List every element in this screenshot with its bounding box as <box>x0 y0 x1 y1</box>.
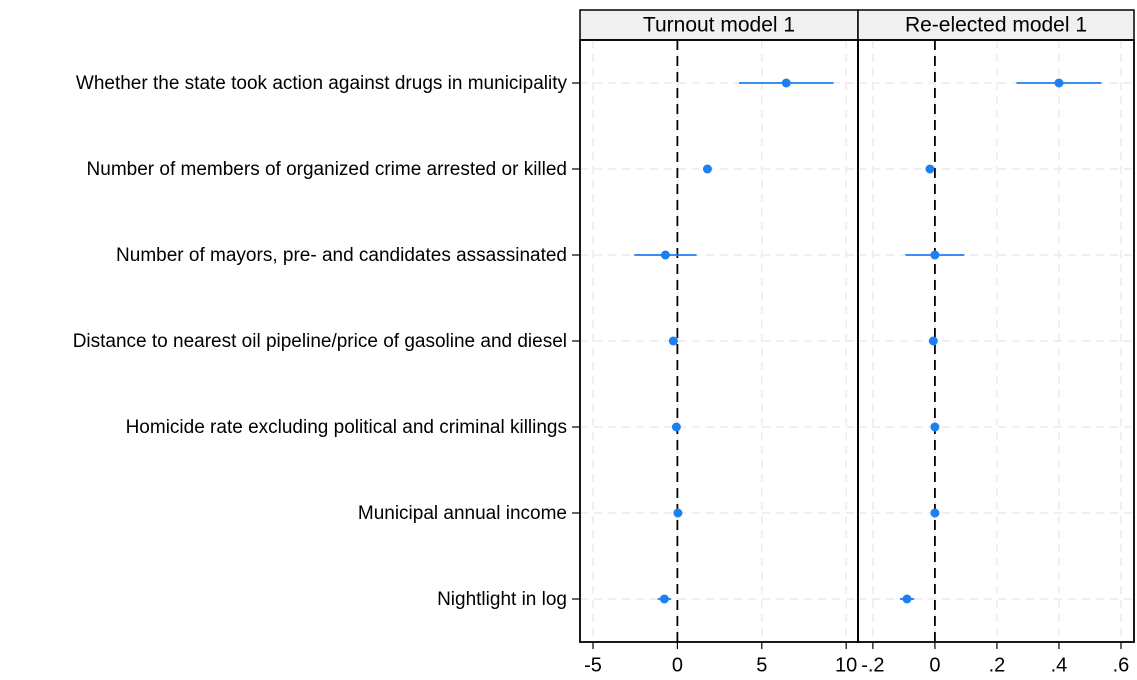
panel-title: Turnout model 1 <box>643 14 795 37</box>
point <box>902 594 912 604</box>
panel-frame <box>579 39 859 643</box>
x-tick-label: 5 <box>756 654 767 676</box>
panel-frame <box>857 39 1135 643</box>
x-tick-label: 0 <box>929 654 940 676</box>
y-tick-label: Number of members of organized crime arr… <box>87 159 567 180</box>
x-tick-label: -.2 <box>861 654 884 676</box>
y-tick-label: Homicide rate excluding political and cr… <box>126 417 567 438</box>
point <box>1054 78 1064 88</box>
x-tick-label: 0 <box>672 654 683 676</box>
point <box>668 336 678 346</box>
x-tick-label: .6 <box>1113 654 1130 676</box>
point <box>660 250 670 260</box>
point <box>702 164 712 174</box>
y-tick-label: Number of mayors, pre- and candidates as… <box>116 245 567 266</box>
x-tick-label: 10 <box>835 654 857 676</box>
x-tick-label: .2 <box>989 654 1006 676</box>
panel-header <box>579 9 859 41</box>
y-tick-label: Nightlight in log <box>437 589 567 610</box>
y-tick-label: Whether the state took action against dr… <box>76 73 568 94</box>
y-tick-label: Distance to nearest oil pipeline/price o… <box>73 331 567 352</box>
point <box>930 422 940 432</box>
point <box>673 508 683 518</box>
point <box>671 422 681 432</box>
point <box>925 164 935 174</box>
point <box>930 508 940 518</box>
x-tick-label: .4 <box>1051 654 1068 676</box>
point <box>781 78 791 88</box>
y-tick-label: Municipal annual income <box>358 503 567 524</box>
panel-title: Re-elected model 1 <box>905 14 1087 37</box>
point <box>659 594 669 604</box>
point <box>928 336 938 346</box>
point <box>930 250 940 260</box>
x-tick-label: -5 <box>584 654 602 676</box>
panel-header <box>857 9 1135 41</box>
